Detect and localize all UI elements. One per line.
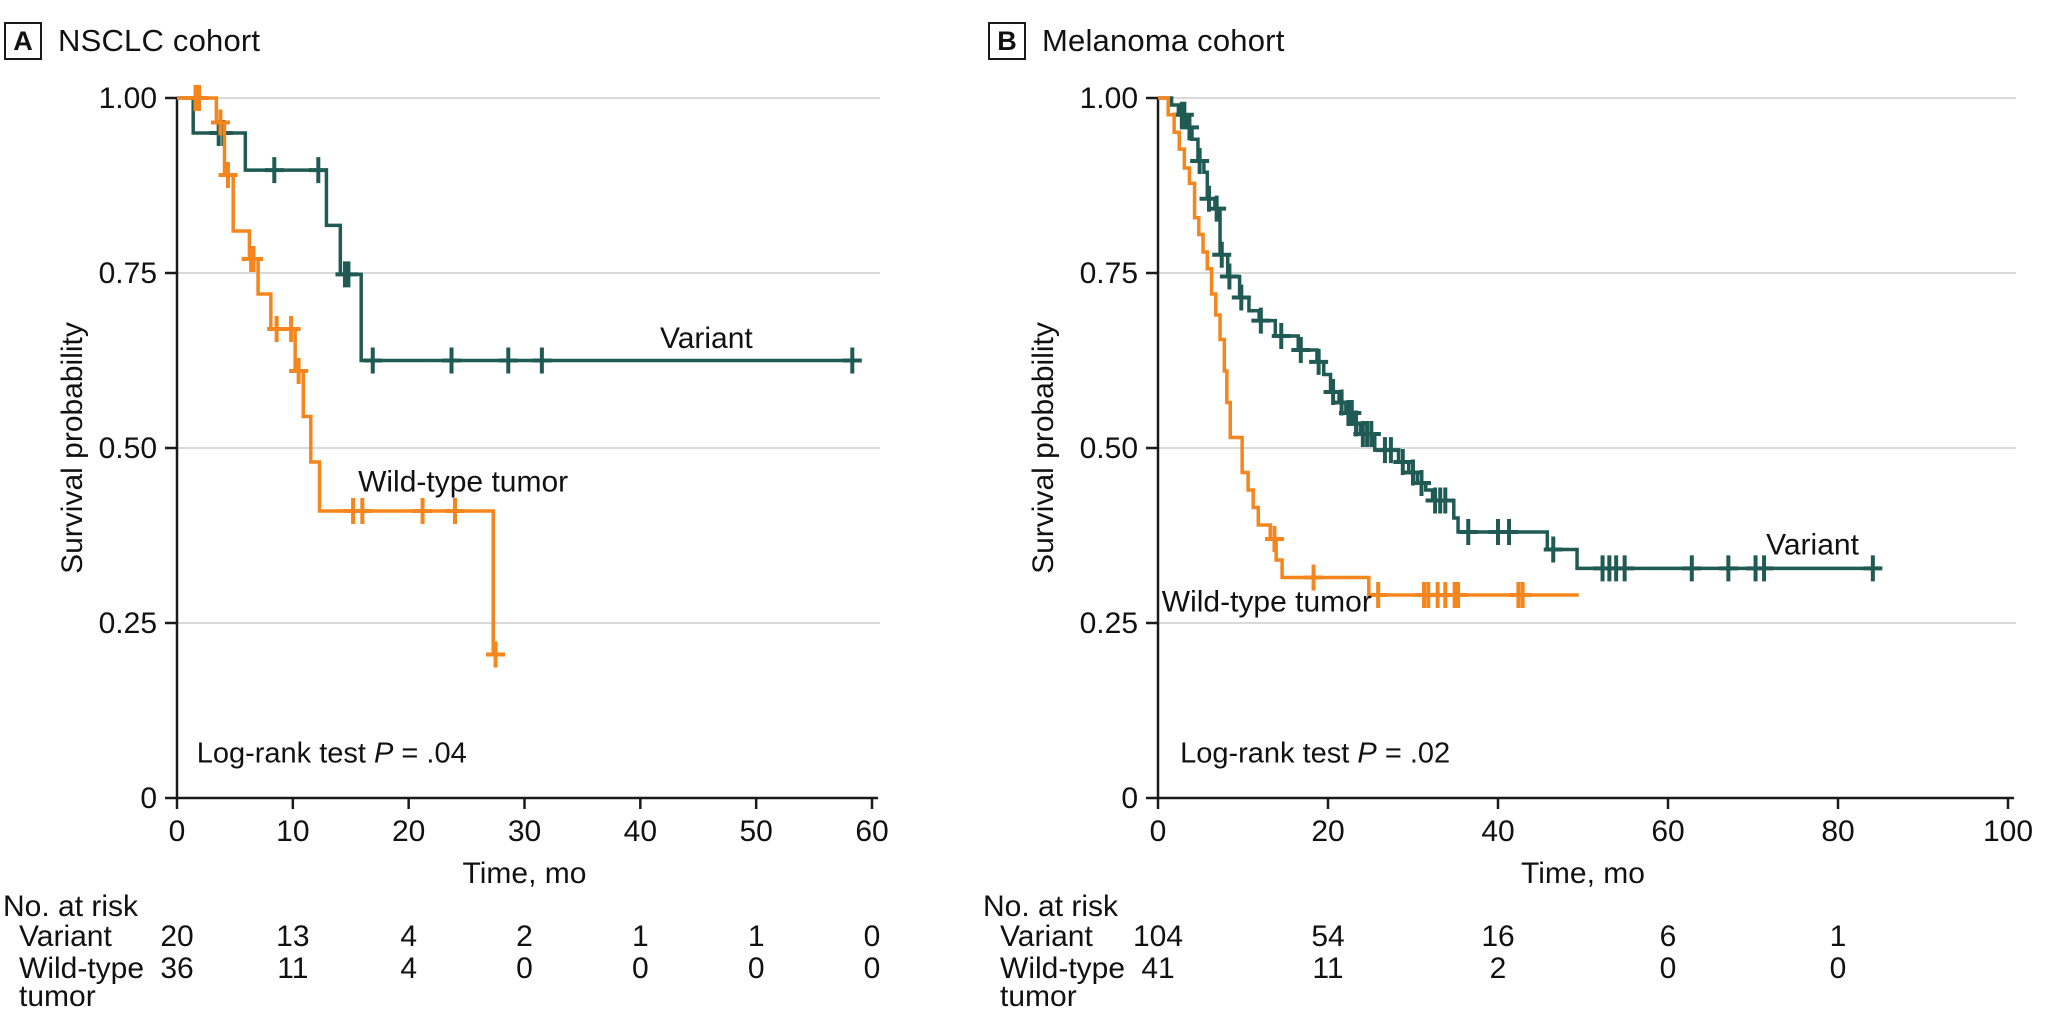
survival-curve-variant xyxy=(1158,96,1880,571)
risk-value: 2 xyxy=(1490,952,1507,985)
risk-table-title: No. at risk xyxy=(3,890,139,923)
x-tick-label: 60 xyxy=(855,815,888,848)
risk-value: 0 xyxy=(516,952,533,985)
censor-marks-wild_type xyxy=(1264,526,1533,608)
y-tick-label: 0 xyxy=(1121,782,1138,815)
x-tick-label: 40 xyxy=(624,815,657,848)
x-tick-label: 60 xyxy=(1651,815,1684,848)
x-tick-label: 100 xyxy=(1983,815,2033,848)
risk-row-label: tumor xyxy=(1000,980,1077,1011)
x-tick-label: 10 xyxy=(276,815,309,848)
risk-value: 41 xyxy=(1141,952,1174,985)
curve-label-variant: Variant xyxy=(660,322,753,355)
curve-label-variant: Variant xyxy=(1766,529,1859,562)
x-tick-label: 20 xyxy=(1311,815,1344,848)
panel-a: Log-rank test P = .04 xyxy=(165,85,880,809)
risk-value: 4 xyxy=(400,920,417,953)
censor-marks-wild_type xyxy=(186,85,506,668)
risk-value: 2 xyxy=(516,920,533,953)
risk-value: 0 xyxy=(864,952,881,985)
panel-b-letter: B xyxy=(988,22,1026,60)
risk-value: 6 xyxy=(1660,920,1677,953)
curve-label-wild_type: Wild-type tumor xyxy=(1162,585,1372,618)
risk-value: 0 xyxy=(1830,952,1847,985)
x-axis-title: Time, mo xyxy=(463,857,587,890)
y-tick-label: 1.00 xyxy=(1080,82,1138,115)
survival-curve-wild_type xyxy=(1158,96,1579,597)
risk-row-label: Variant xyxy=(1000,920,1093,953)
panel-a-letter: A xyxy=(4,22,42,60)
y-tick-label: 0.75 xyxy=(1080,257,1138,290)
risk-value: 1 xyxy=(1830,920,1847,953)
risk-value: 0 xyxy=(748,952,765,985)
y-tick-label: 0.25 xyxy=(99,607,157,640)
risk-value: 11 xyxy=(1312,952,1343,985)
survival-curve-variant xyxy=(177,96,861,363)
logrank-annotation: Log-rank test P = .02 xyxy=(1180,738,1450,770)
risk-value: 0 xyxy=(632,952,649,985)
risk-value: 1 xyxy=(632,920,649,953)
panel-b-header: B Melanoma cohort xyxy=(988,22,1285,60)
x-tick-label: 80 xyxy=(1821,815,1854,848)
x-axis-title: Time, mo xyxy=(1521,857,1645,890)
censor-marks-variant xyxy=(209,120,862,374)
y-tick-label: 1.00 xyxy=(99,82,157,115)
risk-row-label: Wild-type xyxy=(19,952,144,985)
y-tick-label: 0.50 xyxy=(1080,432,1138,465)
risk-row-label: Variant xyxy=(19,920,112,953)
x-tick-label: 0 xyxy=(169,815,186,848)
risk-table-title: No. at risk xyxy=(983,890,1119,923)
risk-value: 54 xyxy=(1311,920,1344,953)
risk-value: 0 xyxy=(1660,952,1677,985)
risk-value: 20 xyxy=(160,920,193,953)
x-tick-label: 40 xyxy=(1481,815,1514,848)
survival-curve-wild_type xyxy=(177,96,500,657)
y-axis-title: Survival probability xyxy=(1027,322,1060,574)
risk-row-label: tumor xyxy=(19,980,96,1011)
panel-a-title: NSCLC cohort xyxy=(58,23,261,58)
x-tick-label: 20 xyxy=(392,815,425,848)
risk-value: 104 xyxy=(1133,920,1183,953)
risk-value: 36 xyxy=(160,952,193,985)
x-tick-label: 30 xyxy=(508,815,541,848)
curve-label-wild_type: Wild-type tumor xyxy=(358,466,568,499)
risk-value: 11 xyxy=(277,952,308,985)
y-axis-title: Survival probability xyxy=(56,322,89,574)
panel-a-header: A NSCLC cohort xyxy=(4,22,260,60)
censor-marks-variant xyxy=(1172,101,1883,582)
logrank-annotation: Log-rank test P = .04 xyxy=(197,738,467,770)
risk-value: 0 xyxy=(864,920,881,953)
y-tick-label: 0 xyxy=(140,782,157,815)
x-tick-label: 50 xyxy=(739,815,772,848)
risk-value: 1 xyxy=(748,920,765,953)
x-tick-label: 0 xyxy=(1150,815,1167,848)
y-tick-label: 0.50 xyxy=(99,432,157,465)
panel-b-title: Melanoma cohort xyxy=(1042,23,1285,58)
panel-b: Log-rank test P = .02 xyxy=(1146,96,2016,809)
risk-row-label: Wild-type xyxy=(1000,952,1125,985)
y-tick-label: 0.25 xyxy=(1080,607,1138,640)
risk-value: 13 xyxy=(276,920,309,953)
y-tick-label: 0.75 xyxy=(99,257,157,290)
risk-value: 16 xyxy=(1481,920,1514,953)
risk-value: 4 xyxy=(400,952,417,985)
